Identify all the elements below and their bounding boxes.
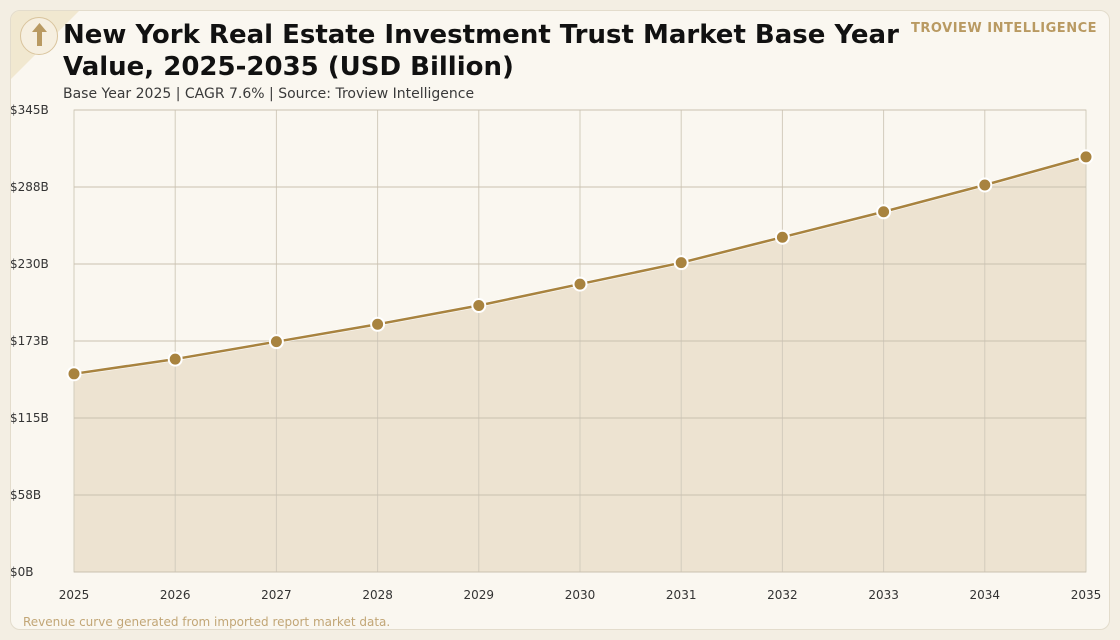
data-point (572, 276, 588, 292)
data-point (268, 334, 284, 350)
y-tick-label: $345B (10, 103, 49, 117)
x-tick-label: 2034 (970, 588, 1001, 602)
data-point (167, 351, 183, 367)
data-point (774, 229, 790, 245)
x-tick-label: 2030 (565, 588, 596, 602)
up-arrow-icon (20, 17, 58, 55)
data-point (977, 177, 993, 193)
y-tick-label: $58B (10, 488, 41, 502)
chart-title: New York Real Estate Investment Trust Ma… (63, 20, 899, 82)
y-tick-label: $230B (10, 257, 49, 271)
x-tick-label: 2027 (261, 588, 292, 602)
x-tick-label: 2025 (59, 588, 90, 602)
data-point (876, 204, 892, 220)
brand-label: TROVIEW INTELLIGENCE (911, 21, 1097, 36)
data-point (471, 298, 487, 314)
x-tick-label: 2026 (160, 588, 191, 602)
data-point (1078, 149, 1094, 165)
x-tick-label: 2033 (868, 588, 899, 602)
x-tick-label: 2035 (1071, 588, 1102, 602)
x-tick-label: 2031 (666, 588, 697, 602)
data-point (66, 366, 82, 382)
chart-subtitle: Base Year 2025 | CAGR 7.6% | Source: Tro… (63, 86, 475, 102)
y-tick-label: $173B (10, 334, 49, 348)
x-tick-label: 2028 (362, 588, 393, 602)
x-tick-label: 2029 (464, 588, 495, 602)
footnote: Revenue curve generated from imported re… (23, 615, 391, 629)
y-tick-label: $288B (10, 180, 49, 194)
y-tick-label: $0B (10, 565, 34, 579)
data-point (370, 316, 386, 332)
data-point (673, 255, 689, 271)
x-tick-label: 2032 (767, 588, 798, 602)
y-tick-label: $115B (10, 411, 49, 425)
